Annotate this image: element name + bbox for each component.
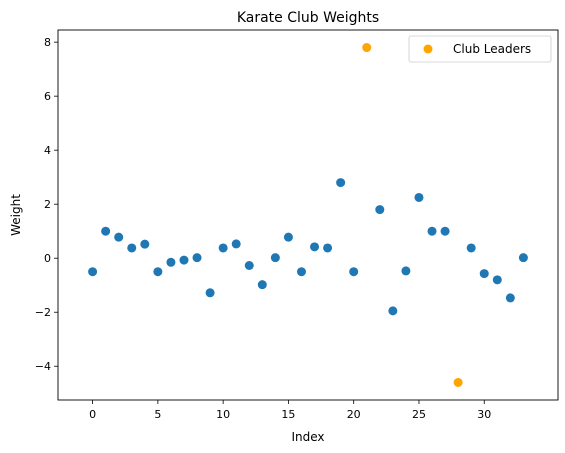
data-point [336, 178, 346, 188]
y-axis: −4 −2 0 2 4 6 8 [35, 36, 58, 373]
data-point [440, 226, 450, 236]
data-point [101, 226, 111, 236]
data-point [88, 267, 98, 277]
data-point [166, 257, 176, 267]
x-axis-label: Index [291, 430, 324, 444]
data-point [244, 261, 254, 271]
x-axis: 0 5 10 15 20 25 30 [89, 400, 491, 421]
data-point [257, 280, 267, 290]
data-point [518, 253, 528, 263]
data-point [310, 242, 320, 252]
data-point [192, 253, 202, 263]
plot-area [57, 29, 559, 401]
data-point [205, 288, 215, 298]
data-point [231, 239, 241, 249]
x-tick-label: 20 [347, 408, 361, 421]
data-point [127, 243, 137, 253]
x-tick-label: 0 [89, 408, 96, 421]
legend: Club Leaders [408, 35, 552, 63]
y-tick-label: −2 [35, 306, 51, 319]
club-leader-point [362, 43, 372, 53]
x-tick-label: 30 [477, 408, 491, 421]
data-point [375, 205, 385, 215]
data-point [466, 243, 476, 253]
data-point [323, 243, 333, 253]
data-point [270, 253, 280, 263]
data-point [296, 267, 306, 277]
data-point [492, 275, 502, 285]
y-tick-label: 4 [44, 144, 51, 157]
data-point [179, 255, 189, 265]
y-tick-label: 8 [44, 36, 51, 49]
data-point [283, 232, 293, 242]
x-tick-label: 25 [412, 408, 426, 421]
data-point [388, 306, 398, 316]
legend-marker-club-leaders [423, 44, 433, 54]
data-point [505, 293, 515, 303]
chart-title: Karate Club Weights [237, 10, 379, 26]
y-tick-label: 0 [44, 252, 51, 265]
axes-frame [57, 29, 559, 401]
data-point [427, 226, 437, 236]
x-tick-label: 5 [154, 408, 161, 421]
data-point [140, 239, 150, 249]
legend-label-club-leaders: Club Leaders [453, 42, 531, 56]
y-tick-label: 2 [44, 198, 51, 211]
y-axis-label: Weight [9, 194, 23, 236]
data-point [114, 232, 124, 242]
legend-box [408, 35, 552, 63]
data-point [349, 267, 359, 277]
data-point [218, 243, 228, 253]
y-tick-label: 6 [44, 90, 51, 103]
club-leader-point [453, 377, 463, 387]
x-tick-label: 15 [281, 408, 295, 421]
y-tick-label: −4 [35, 360, 51, 373]
data-point [479, 269, 489, 279]
data-point [153, 267, 163, 277]
data-points [88, 43, 528, 387]
x-tick-label: 10 [216, 408, 230, 421]
data-point [401, 266, 411, 276]
data-point [414, 192, 424, 202]
